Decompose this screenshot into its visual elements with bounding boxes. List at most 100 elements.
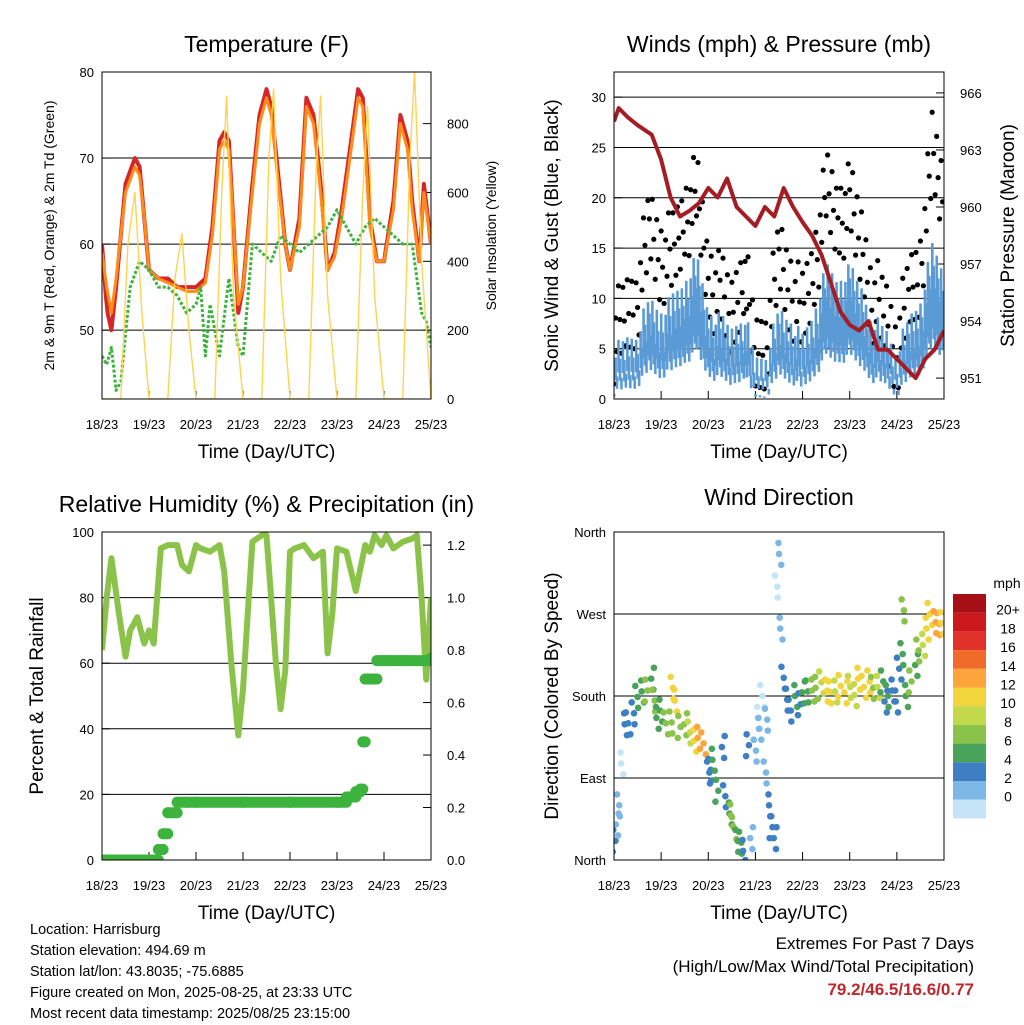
wind-direction-point: [901, 617, 908, 625]
humidity-xlabel: Time (Day/UTC): [198, 903, 336, 924]
wind-sonic-bar: [914, 310, 918, 360]
wind-direction-point: [632, 682, 639, 690]
wind-direction-point: [898, 596, 905, 603]
wind-sonic-bar: [738, 361, 741, 383]
gust-point: [720, 255, 726, 261]
wind-sonic-bar: [891, 366, 894, 385]
gust-point: [683, 185, 689, 191]
winds-xtick-label: 23/23: [833, 417, 866, 432]
gust-point: [853, 252, 859, 258]
humidity-xtick-label: 23/23: [321, 878, 354, 893]
wind-direction-point: [873, 672, 881, 680]
wind-sonic-bar: [872, 363, 875, 384]
gust-point: [847, 187, 853, 193]
wind-sonic-bar: [763, 396, 766, 398]
wind-direction-point: [764, 727, 772, 734]
wind-direction-point: [898, 676, 905, 683]
humidity-title: Relative Humidity (%) & Precipitation (i…: [59, 491, 474, 517]
gust-point: [733, 269, 739, 276]
gust-point: [854, 194, 860, 200]
wind-sonic-bar: [727, 346, 731, 376]
gust-point: [704, 238, 710, 244]
extremes-subtitle: (High/Low/Max Wind/Total Precipitation): [672, 957, 974, 976]
humidity-y2tick-label: 0.4: [447, 748, 465, 763]
gust-point: [645, 197, 651, 204]
wind-direction-point: [726, 801, 734, 808]
wind-sonic-bar: [807, 343, 810, 375]
gust-point: [702, 291, 708, 297]
temperature-xtick-label: 20/23: [180, 417, 213, 432]
gust-point: [857, 276, 863, 282]
wind-sonic-bar: [636, 353, 639, 379]
wind-direction-point: [620, 771, 627, 778]
wind-direction-point: [762, 769, 770, 776]
wind-direction-point: [919, 641, 927, 649]
gust-point: [743, 306, 750, 312]
winds-ytick-label: 15: [592, 241, 606, 256]
gust-point: [891, 383, 897, 390]
gust-point: [652, 276, 658, 282]
wind_direction-xtick-label: 21/23: [739, 878, 772, 893]
wind-direction-point: [650, 664, 658, 672]
wind-sonic-bar: [811, 337, 815, 372]
gust-point: [708, 253, 714, 259]
wind-sonic-bar: [618, 358, 622, 381]
winds-xtick-label: 24/23: [881, 417, 914, 432]
humidity-xtick-label: 18/23: [86, 878, 119, 893]
wind-sonic-bar: [662, 351, 666, 378]
wind-direction-point: [882, 681, 890, 689]
wind-sonic-bar: [858, 326, 862, 367]
wind-sonic-bar: [883, 363, 887, 384]
wind-sonic-bar: [860, 288, 863, 350]
wind_direction-ytick-label: North: [574, 525, 606, 540]
gust-point: [876, 296, 882, 302]
temperature-frame: [101, 71, 432, 400]
colorbar-swatch: [953, 594, 986, 613]
wind-direction-point: [781, 685, 789, 693]
wind-sonic-bar: [836, 298, 840, 354]
wind-sonic-bar: [695, 288, 698, 350]
gust-point: [651, 236, 657, 242]
gust-point: [875, 258, 881, 264]
wind-direction-point: [877, 689, 884, 696]
gust-point: [777, 286, 784, 292]
gust-point: [939, 199, 944, 205]
wind-sonic-bar: [917, 346, 921, 376]
wind-direction-point: [775, 539, 782, 547]
pressure-line: [614, 106, 944, 381]
gust-point: [754, 317, 760, 323]
wind-direction-point: [708, 745, 716, 753]
wind-direction-point: [696, 745, 704, 753]
wind-sonic-bar: [630, 338, 634, 372]
wind_direction-ytick-label: West: [577, 607, 607, 622]
gust-point: [863, 237, 869, 243]
gust-point: [637, 260, 644, 266]
wind-sonic-bar: [768, 348, 772, 377]
wind-sonic-bar: [848, 278, 852, 345]
gust-point: [634, 304, 641, 311]
gust-point: [693, 213, 700, 219]
gust-point: [861, 294, 868, 300]
gust-point: [773, 302, 779, 309]
wind-sonic-bar: [904, 361, 908, 383]
wind-direction-point: [649, 686, 656, 693]
wind-direction-point: [749, 845, 756, 853]
temperature-xtick-label: 23/23: [321, 417, 354, 432]
gust-point: [689, 220, 695, 227]
wind-sonic-bar: [780, 310, 784, 360]
wind-sonic-bar: [643, 324, 647, 366]
wind-direction-point: [655, 725, 662, 733]
wind-sonic-bar: [804, 366, 807, 385]
wind_direction-title: Wind Direction: [704, 484, 854, 510]
wind-sonic-bar: [776, 313, 779, 361]
temperature-ytick-label: 60: [80, 237, 94, 252]
gust-point: [729, 279, 735, 285]
wind_direction-xtick-label: 25/23: [928, 878, 961, 893]
wind-sonic-bar: [699, 312, 703, 360]
wind-sonic-bar: [941, 290, 944, 351]
wind-sonic-bar: [844, 282, 847, 347]
gust-point: [629, 278, 635, 284]
temperature-panel: [101, 71, 432, 400]
wind-sonic-bar: [732, 346, 735, 376]
wind-sonic-bar: [724, 358, 728, 381]
